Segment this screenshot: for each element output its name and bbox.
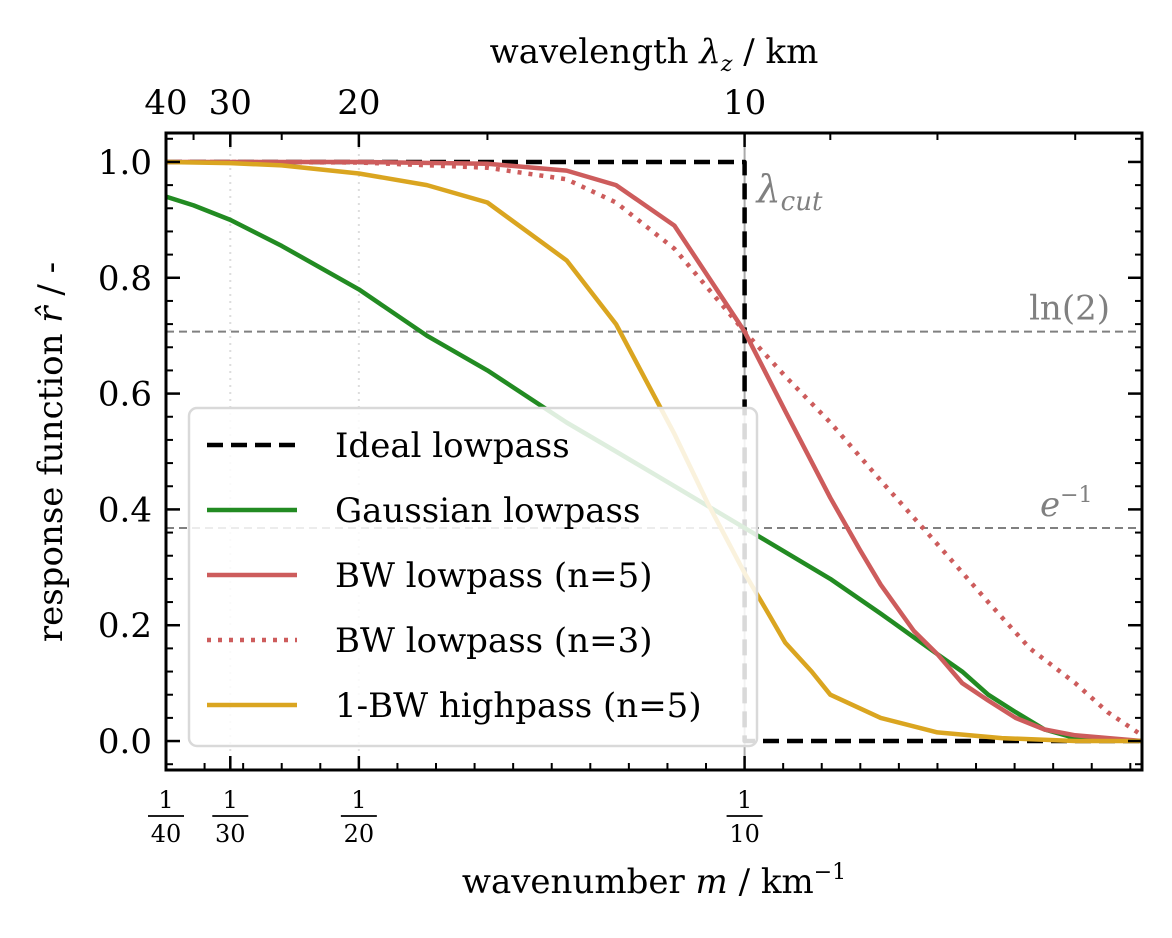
tick-frac-numerator: 1 (223, 786, 238, 814)
series-line-2 (166, 159, 1142, 744)
y-tick-label: 0.2 (98, 606, 152, 646)
top-x-axis-label: wavelength λz / km (490, 32, 819, 77)
x-axis-label: wavenumber m / km−1 (462, 860, 846, 902)
lambda-subscript: z (720, 52, 733, 77)
grid-layer (229, 133, 360, 770)
legend: Ideal lowpass Gaussian lowpass BW lowpass … (187, 406, 759, 748)
tick-frac-numerator: 1 (158, 786, 173, 814)
tick-frac-numerator: 1 (351, 786, 366, 814)
top-x-tick-label: 30 (209, 83, 252, 123)
plot-frame (164, 131, 1144, 772)
lambda-cut-label: λcut (755, 167, 823, 217)
y-axis-label: response function r̂ / - (31, 262, 71, 642)
y-tick-label: 0.8 (98, 259, 152, 299)
legend-label-3: BW lowpass (n=3) (335, 621, 652, 661)
tick-frac-denominator: 30 (215, 820, 246, 848)
y-tick-label: 1.0 (98, 143, 152, 183)
tick-frac-denominator: 20 (344, 820, 375, 848)
tick-frac-denominator: 10 (729, 820, 760, 848)
y-tick-label: 0.6 (98, 375, 152, 415)
lambda-symbol: λ (697, 32, 721, 72)
top-x-tick-label: 20 (337, 83, 380, 123)
ln2-label: ln(2) (1029, 289, 1110, 329)
axes-layer: 0.0 0.2 0.4 0.6 0.8 1.0 40 30 20 10 1 40 1 30 1 20 1 10 (98, 83, 1144, 848)
tick-frac-denominator: 40 (151, 820, 182, 848)
top-x-tick-label: 10 (723, 83, 766, 123)
series-line-3 (166, 159, 1142, 738)
legend-label-1: Gaussian lowpass (335, 491, 640, 531)
legend-label-2: BW lowpass (n=5) (335, 556, 652, 596)
y-tick-label: 0.0 (98, 722, 152, 762)
legend-label-0: Ideal lowpass (335, 426, 570, 466)
legend-label-4: 1-BW highpass (n=5) (335, 686, 702, 726)
y-tick-label: 0.4 (98, 490, 152, 530)
inverse-e-label: e−1 (1040, 483, 1093, 525)
top-x-tick-label: 40 (144, 83, 187, 123)
legend-box (187, 406, 759, 748)
top-x-axis-unit: / km (732, 32, 818, 72)
top-x-axis-label-text: wavelength (490, 32, 700, 72)
tick-frac-numerator: 1 (737, 786, 752, 814)
